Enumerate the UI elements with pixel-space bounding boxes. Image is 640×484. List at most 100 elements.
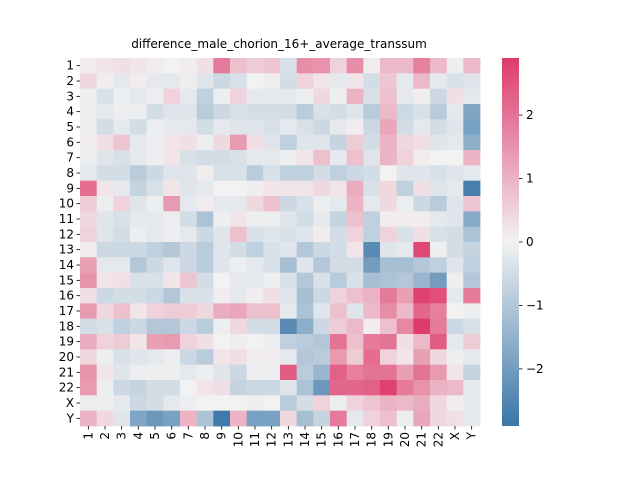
heatmap-cell [113, 165, 131, 182]
heatmap-cell [330, 211, 348, 228]
heatmap-cell [230, 349, 248, 366]
heatmap-cell [146, 88, 164, 105]
heatmap-cell [380, 134, 398, 151]
heatmap-cell [446, 349, 464, 366]
heatmap-cell [413, 211, 431, 228]
heatmap-cell [446, 88, 464, 105]
x-tick-label: 15 [315, 432, 329, 447]
heatmap-cell [430, 104, 448, 120]
heatmap-cell [446, 211, 464, 228]
heatmap-cell [296, 349, 314, 366]
heatmap-cell [146, 150, 164, 166]
heatmap-cell [296, 165, 314, 182]
heatmap-cell [130, 119, 148, 136]
heatmap-cell [213, 104, 231, 120]
colorbar-tick-label: −2 [526, 362, 544, 376]
heatmap-cell [263, 410, 281, 427]
heatmap-cell [280, 73, 298, 90]
heatmap-cell [463, 226, 481, 243]
heatmap-cell [196, 226, 214, 243]
heatmap-cell [396, 226, 414, 243]
heatmap-cell [296, 242, 314, 258]
colorbar-ticks: −2 −1 0 1 2 [519, 108, 544, 376]
y-tick-label: 5 [66, 120, 74, 134]
heatmap-cell [430, 180, 448, 197]
heatmap-cell [196, 211, 214, 228]
heatmap-cell [446, 257, 464, 274]
heatmap-cell [163, 380, 181, 396]
heatmap-cell [380, 150, 398, 166]
heatmap-cell [430, 73, 448, 90]
heatmap-cell [396, 196, 414, 212]
heatmap-cell [263, 395, 281, 412]
heatmap-cell [230, 318, 248, 335]
heatmap-cell [163, 119, 181, 136]
heatmap-cell [463, 150, 481, 166]
heatmap-cell [146, 119, 164, 136]
heatmap-cell [213, 119, 231, 136]
heatmap-cell [380, 364, 398, 381]
heatmap-cell [346, 134, 364, 151]
heatmap-cell [130, 73, 148, 90]
heatmap-cell [380, 242, 398, 258]
heatmap-cell [96, 226, 114, 243]
heatmap-cell [96, 150, 114, 166]
heatmap-cell [330, 119, 348, 136]
heatmap-cell [396, 134, 414, 151]
heatmap-cell [330, 303, 348, 320]
heatmap-cell [180, 257, 198, 274]
x-tick-label: 14 [298, 432, 312, 447]
heatmap-cell [130, 395, 148, 412]
heatmap-cell [430, 134, 448, 151]
heatmap-cell [396, 334, 414, 350]
chart-title: difference_male_chorion_16+_average_tran… [131, 37, 427, 51]
heatmap-cell [363, 257, 381, 274]
heatmap-cell [280, 226, 298, 243]
heatmap-cell [280, 242, 298, 258]
heatmap-cell [196, 410, 214, 427]
heatmap-cell [463, 134, 481, 151]
heatmap-cell [96, 242, 114, 258]
heatmap-cell [230, 165, 248, 182]
heatmap-cell [180, 119, 198, 136]
heatmap-cell [96, 134, 114, 151]
heatmap-cell [213, 196, 231, 212]
y-tick-label: 2 [66, 74, 74, 88]
x-tick-label: 1 [81, 432, 95, 440]
y-tick-label: 16 [59, 289, 74, 303]
heatmap-cell [330, 272, 348, 289]
heatmap-cell [113, 380, 131, 396]
heatmap-cell [396, 349, 414, 366]
heatmap-cell [130, 318, 148, 335]
heatmap-cell [296, 226, 314, 243]
y-tick-label: 1 [66, 59, 74, 73]
heatmap-cell [113, 150, 131, 166]
heatmap-cell [213, 410, 231, 427]
heatmap-cell [146, 395, 164, 412]
heatmap-cell [313, 364, 331, 381]
heatmap-cell [396, 272, 414, 289]
heatmap-cell [413, 73, 431, 90]
heatmap-cell [346, 119, 364, 136]
heatmap-cell [330, 165, 348, 182]
heatmap-cell [363, 303, 381, 320]
x-tick-label: 17 [348, 432, 362, 447]
heatmap-cell [180, 73, 198, 90]
heatmap-cell [346, 334, 364, 350]
heatmap-cell [163, 288, 181, 304]
heatmap-cell [80, 242, 98, 258]
heatmap-cell [363, 211, 381, 228]
heatmap-cell [230, 180, 248, 197]
heatmap-cell [280, 150, 298, 166]
heatmap-cell [380, 211, 398, 228]
heatmap-cell [446, 119, 464, 136]
heatmap-cell [213, 334, 231, 350]
heatmap-cell [463, 58, 481, 74]
heatmap-cell [330, 364, 348, 381]
heatmap-cell [180, 58, 198, 74]
heatmap-cell [363, 134, 381, 151]
heatmap-cell [163, 272, 181, 289]
heatmap-cell [113, 395, 131, 412]
heatmap-cell [146, 134, 164, 151]
heatmap-cell [430, 410, 448, 427]
